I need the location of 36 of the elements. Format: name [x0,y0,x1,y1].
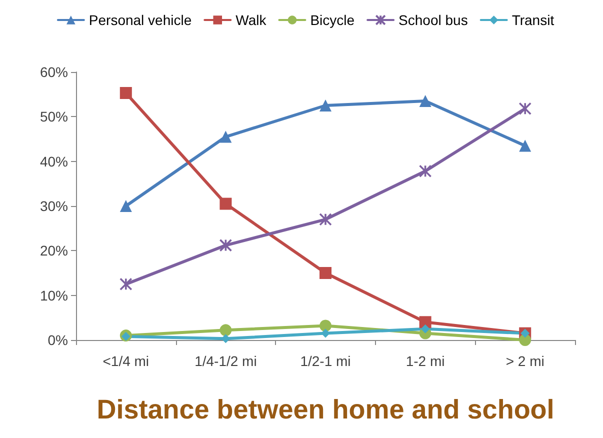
point [220,198,232,210]
y-tick-label: 60% [40,64,68,80]
x-tick-label: 1/2-1 mi [300,353,351,369]
point [320,320,332,332]
legend-label: School bus [398,12,468,28]
x-tick-label: 1/4-1/2 mi [194,353,257,369]
point [320,100,332,112]
x-axis-title: Distance between home and school [96,394,554,424]
y-tick-label: 20% [40,242,68,259]
x-tick-label: > 2 mi [506,353,544,369]
legend-label: Walk [236,12,268,28]
point [519,140,532,152]
y-tick-label: 10% [40,287,68,304]
point [120,278,132,291]
point [418,164,432,178]
point [320,267,332,279]
point [220,130,232,143]
legend-label: Personal vehicle [88,12,192,28]
legend-label: Transit [512,12,554,28]
y-tick-label: 40% [40,153,68,170]
point [321,328,330,338]
y-tick-label: 0% [48,332,68,348]
point [419,316,432,328]
point [518,102,532,116]
point [420,324,430,334]
point [120,86,132,99]
legend-label: Bicycle [310,12,355,28]
y-tick-label: 50% [40,108,68,125]
x-tick-label: <1/4 mi [102,353,150,369]
point [219,238,232,252]
point [419,95,432,108]
point [319,213,332,226]
point [220,324,232,336]
point [120,200,132,212]
y-tick-label: 30% [40,198,68,214]
x-tick-label: 1-2 mi [406,353,445,369]
